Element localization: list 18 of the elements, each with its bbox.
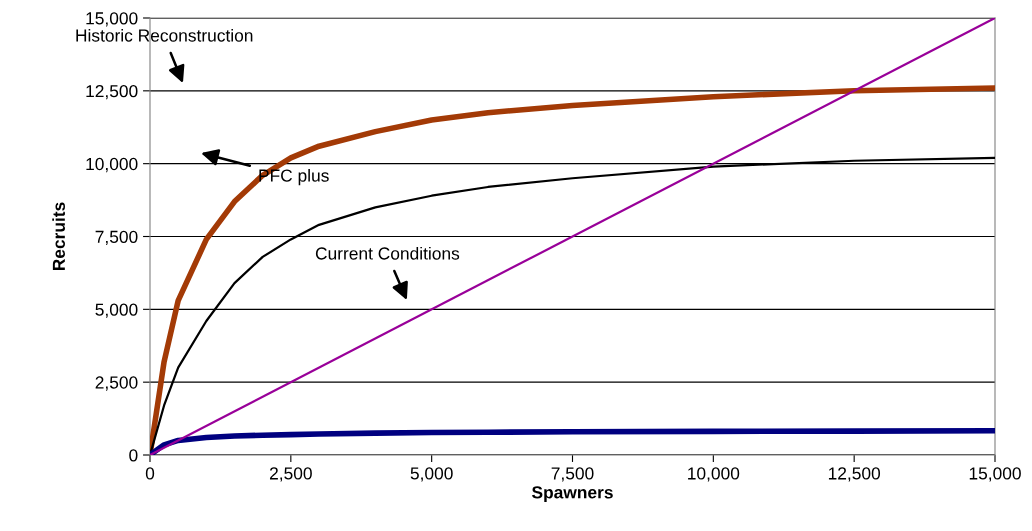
x-axis-title: Spawners xyxy=(531,486,613,502)
y-tick-label: 12,500 xyxy=(86,85,138,100)
x-tick-label: 15,000 xyxy=(969,467,1021,482)
y-tick-label: 2,500 xyxy=(95,376,138,391)
y-axis-title: Recruits xyxy=(52,202,65,271)
annotation: Historic Reconstruction xyxy=(76,28,253,42)
y-tick-label: 15,000 xyxy=(86,12,138,27)
y-tick-label: 10,000 xyxy=(86,157,138,173)
y-tick-label: 7,500 xyxy=(95,230,138,246)
annotation: Current Conditions xyxy=(315,246,460,260)
x-tick-label: 0 xyxy=(145,467,155,480)
x-tick-label: 5,000 xyxy=(410,467,453,482)
y-tick-label: 5,000 xyxy=(95,303,138,318)
y-tick-label: 0 xyxy=(129,449,138,462)
x-tick-label: 7,500 xyxy=(551,467,594,482)
x-tick-label: 12,500 xyxy=(828,467,881,482)
x-tick-label: 2,500 xyxy=(269,467,312,482)
x-tick-label: 10,000 xyxy=(688,467,740,482)
